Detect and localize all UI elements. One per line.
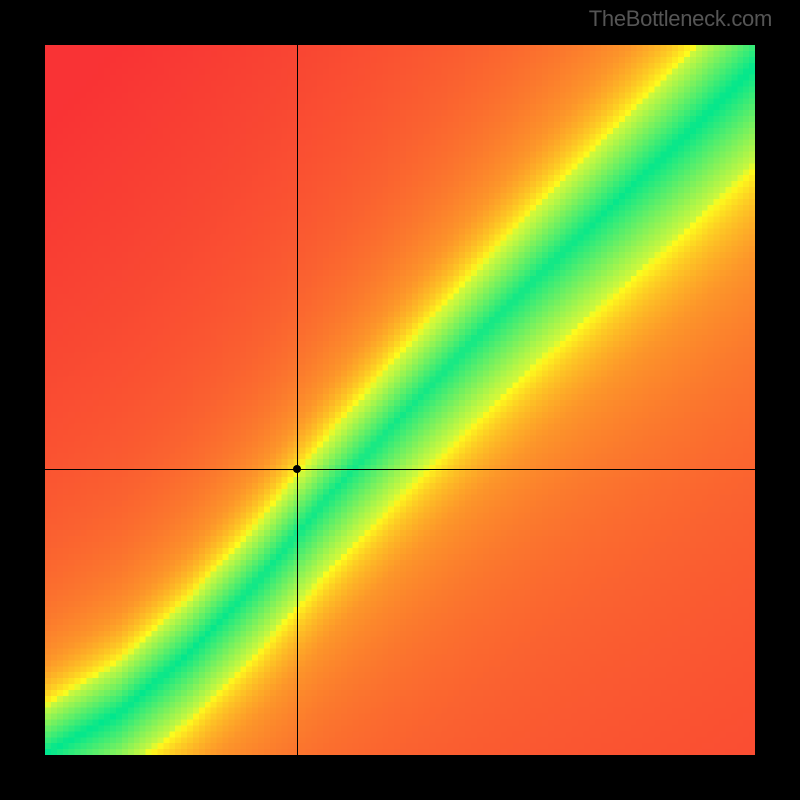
watermark-text: TheBottleneck.com bbox=[589, 6, 772, 32]
heatmap-canvas bbox=[45, 45, 755, 755]
crosshair-horizontal bbox=[45, 469, 755, 470]
heatmap-plot bbox=[45, 45, 755, 755]
crosshair-vertical bbox=[297, 45, 298, 755]
data-point-marker bbox=[293, 465, 301, 473]
